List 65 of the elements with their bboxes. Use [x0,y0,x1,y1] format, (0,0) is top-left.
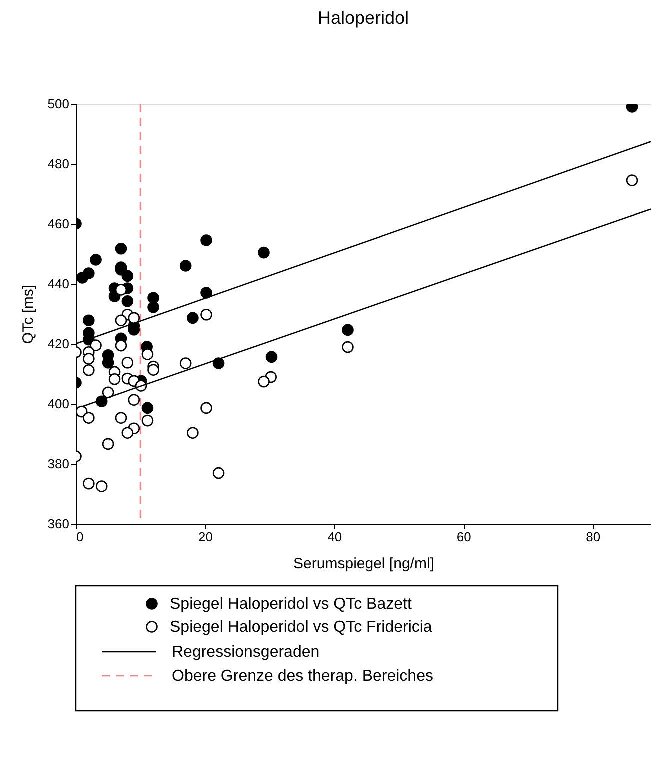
point [148,302,160,314]
point [122,427,134,439]
point [83,412,95,424]
point [108,374,121,386]
point [200,234,212,246]
point [200,309,212,321]
point [258,246,270,259]
point [212,358,225,370]
legend-label: Spiegel Haloperidol vs QTc Fridericia [170,619,432,636]
y-tick-label: 460 [48,216,70,232]
point [115,314,128,326]
point [102,386,114,398]
point [142,348,154,360]
point [128,312,140,324]
point [90,340,102,352]
x-tick-label: 60 [456,530,472,544]
point [122,270,134,282]
x-tick-label: 80 [586,530,601,544]
point [115,284,128,296]
point [115,412,128,424]
y-tick-label: 480 [48,156,70,172]
point [90,254,102,266]
point [122,296,134,308]
point [83,353,95,365]
x-tick-label: 20 [198,530,213,544]
y-tick-label: 380 [48,456,70,472]
point [148,292,160,304]
point [200,402,212,414]
point [83,364,95,376]
point [83,268,95,280]
point [180,358,192,370]
x-axis-title: Serumspiegel [ng/ml] [294,556,434,572]
point [258,376,270,388]
y-tick-label: 500 [48,96,70,112]
point [102,438,114,450]
point [115,243,128,255]
x-tick-label: 40 [328,530,342,544]
y-tick-label: 400 [48,396,70,412]
point [626,174,638,186]
point [187,427,199,439]
point [180,260,192,272]
point [200,287,212,299]
point [142,402,154,414]
point [83,478,95,490]
point [266,351,278,364]
legend-label: Obere Grenze des therap. Bereiches [172,668,434,685]
y-tick-label: 360 [48,516,70,532]
point [142,414,154,427]
point [342,341,354,354]
legend-label: Spiegel Haloperidol vs QTc Bazett [170,596,412,613]
point [122,357,134,369]
point [115,340,128,352]
point [212,467,225,480]
point [83,314,95,326]
legend-label: Regressionsgeraden [172,644,320,661]
y-axis-title: QTc [ms] [20,284,37,344]
x-tick-label: 0 [76,530,84,544]
point [96,480,108,492]
point [128,394,140,406]
point [342,324,354,336]
point [187,312,199,324]
chart-title: Haloperidol [318,8,410,28]
y-tick-label: 440 [48,276,70,292]
point [148,364,160,376]
y-tick-label: 420 [48,336,70,352]
